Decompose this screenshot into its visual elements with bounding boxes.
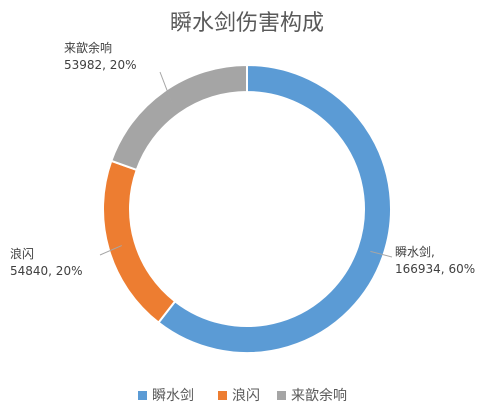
data-labels: 瞬水剑, 166934, 60% 浪闪 54840, 20% 来歆余响 53982, 20… <box>10 40 475 278</box>
data-label-0: 瞬水剑, 166934, 60% <box>395 244 475 276</box>
legend-label-2: 来歆余响 <box>291 387 347 404</box>
leader-line-0 <box>370 250 393 258</box>
legend-swatch-2 <box>277 391 286 400</box>
legend-item-0: 瞬水剑 <box>138 388 194 404</box>
donut-slice-1 <box>102 159 177 324</box>
donut-slices <box>102 63 392 354</box>
legend: 瞬水剑 浪闪 来歆余响 <box>138 387 347 404</box>
legend-item-2: 来歆余响 <box>277 387 347 404</box>
legend-label-1: 浪闪 <box>232 388 260 404</box>
leader-line-1 <box>99 245 122 256</box>
legend-item-1: 浪闪 <box>218 388 260 404</box>
donut-slice-2 <box>110 63 248 172</box>
legend-label-0: 瞬水剑 <box>152 388 194 404</box>
legend-swatch-1 <box>218 391 227 400</box>
leader-lines <box>99 71 393 258</box>
donut-slice-0 <box>157 63 392 354</box>
legend-swatch-0 <box>138 391 147 400</box>
data-label-2: 来歆余响 53982, 20% <box>64 40 136 72</box>
leader-line-2 <box>159 71 173 103</box>
data-label-1: 浪闪 54840, 20% <box>10 246 82 278</box>
chart-title: 瞬水剑伤害构成 <box>170 11 324 36</box>
